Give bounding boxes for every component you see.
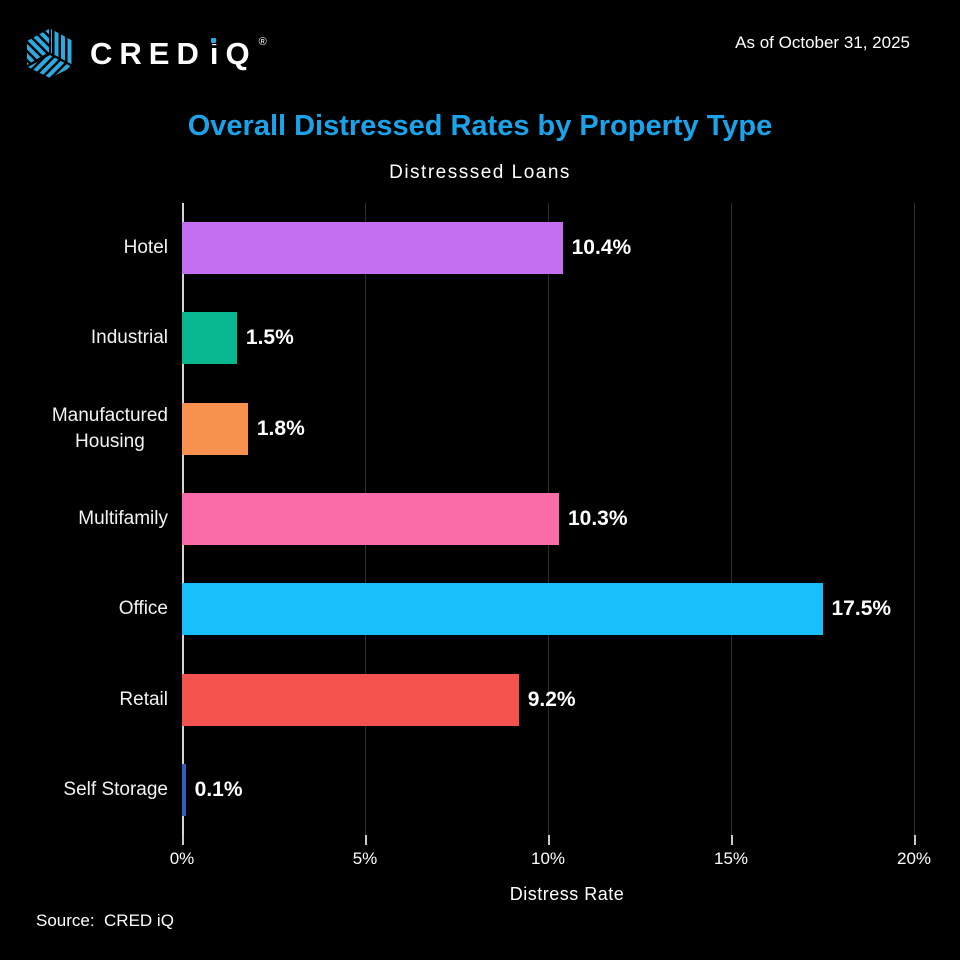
bar bbox=[182, 222, 563, 275]
source-note: Source: CRED iQ bbox=[36, 911, 174, 930]
bar-row: 10.4% bbox=[182, 203, 914, 293]
registered-mark: ® bbox=[258, 35, 267, 48]
bar-value-label: 10.3% bbox=[567, 506, 628, 530]
x-axis-tick-label: 5% bbox=[352, 849, 378, 868]
x-axis-tick bbox=[731, 835, 733, 845]
as-of-date: As of October 31, 2025 bbox=[735, 33, 910, 52]
x-axis-tick bbox=[548, 835, 550, 845]
brand-text-cred: CRED bbox=[90, 35, 206, 71]
category-label: Manufactured Housing bbox=[51, 404, 168, 452]
bar bbox=[182, 763, 186, 816]
bar-value-label: 0.1% bbox=[194, 777, 243, 801]
x-axis-tick bbox=[914, 835, 916, 845]
gridline bbox=[914, 203, 915, 835]
bar-value-label: 1.8% bbox=[256, 416, 305, 440]
x-axis-tick-label: 0% bbox=[169, 849, 195, 868]
bar-value-label: 1.5% bbox=[245, 326, 294, 350]
x-axis-tick-label: 20% bbox=[896, 849, 932, 868]
bar bbox=[182, 312, 237, 365]
x-axis-tick-label: 15% bbox=[713, 849, 749, 868]
category-label: Retail bbox=[119, 688, 168, 710]
brand-text-iq: iQ bbox=[209, 35, 257, 71]
bar-row: 1.8% bbox=[182, 384, 914, 474]
bar-row: 0.1% bbox=[182, 745, 914, 835]
x-axis-tick-label: 10% bbox=[530, 849, 566, 868]
bar-value-label: 9.2% bbox=[527, 687, 576, 711]
bar-value-label: 17.5% bbox=[831, 597, 892, 621]
bar bbox=[182, 673, 519, 726]
plot-area: 10.4% 1.5% 1.8% 10.3% 17.5% 9.2% 0.1% bbox=[182, 203, 915, 835]
brand-i-dot bbox=[209, 36, 217, 44]
bar bbox=[182, 583, 823, 636]
brand-logo: CRED iQ ® bbox=[22, 26, 267, 80]
gridline bbox=[731, 203, 732, 835]
chart-subtitle: Distresssed Loans bbox=[389, 162, 571, 183]
chart-title: Overall Distressed Rates by Property Typ… bbox=[187, 110, 773, 142]
x-axis-tick bbox=[365, 835, 367, 845]
x-axis-tick bbox=[182, 835, 184, 845]
bar-value-label: 10.4% bbox=[571, 236, 632, 260]
category-label: Office bbox=[118, 598, 168, 620]
bar-row: 1.5% bbox=[182, 293, 914, 383]
cred-iq-cube-icon bbox=[26, 27, 74, 79]
category-label: Industrial bbox=[90, 327, 168, 349]
y-axis-category-labels: Hotel Industrial Manufactured Housing Multi… bbox=[0, 203, 168, 835]
bar-row: 17.5% bbox=[182, 564, 914, 654]
category-label: Multifamily bbox=[78, 507, 168, 529]
bar bbox=[182, 492, 559, 545]
bar bbox=[182, 402, 248, 455]
bar-row: 10.3% bbox=[182, 474, 914, 564]
x-axis-title: Distress Rate bbox=[509, 884, 625, 904]
category-label: Self Storage bbox=[63, 778, 168, 800]
category-label: Hotel bbox=[123, 237, 168, 259]
bar-row: 9.2% bbox=[182, 654, 914, 744]
